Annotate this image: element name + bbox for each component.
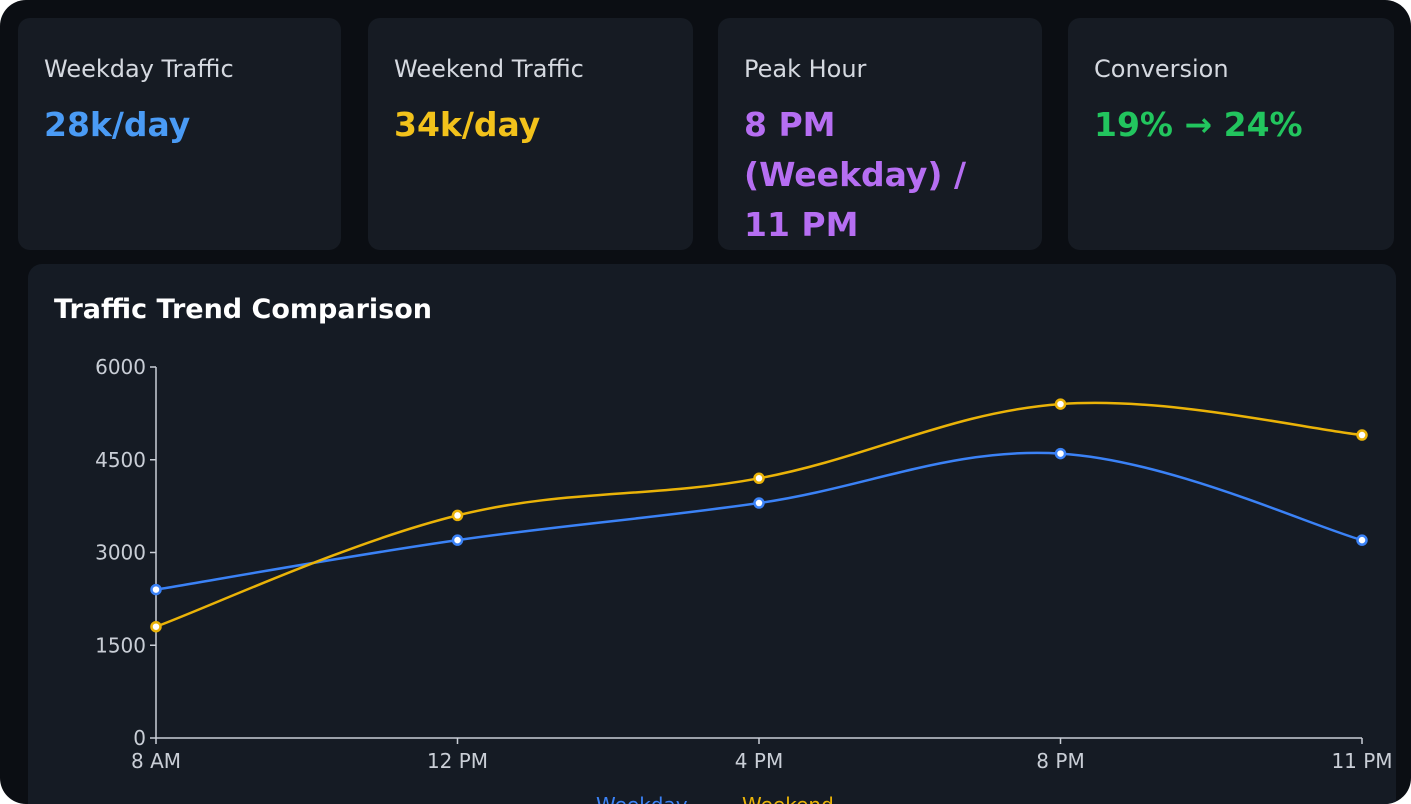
y-tick-label: 6000 (95, 355, 146, 379)
stat-label: Weekday Traffic (44, 55, 234, 83)
stat-card-conversion: Conversion 19% → 24% (1068, 18, 1394, 250)
data-point (753, 472, 765, 485)
stat-value: 19% → 24% (1094, 105, 1303, 144)
y-tick-label: 3000 (95, 541, 146, 565)
y-tick-label: 1500 (95, 633, 146, 657)
line-chart: 0 1500 3000 4500 6000 8 AM 12 PM 4 PM 8 PM 11 PM W… (95, 355, 1392, 804)
stat-card-weekday: Weekday Traffic 28k/day (18, 18, 341, 250)
stat-label: Peak Hour (744, 55, 867, 83)
chart-panel: Traffic Trend Comparison 0 1500 3000 4500 60… (28, 264, 1396, 804)
x-tick-label: 12 PM (427, 749, 488, 773)
x-tick-label: 11 PM (1331, 749, 1392, 773)
x-tick-label: 8 PM (1036, 749, 1084, 773)
y-tick-label: 0 (133, 726, 146, 750)
chart-title: Traffic Trend Comparison (54, 294, 432, 325)
data-point (1054, 398, 1067, 410)
stat-value: 28k/day (44, 105, 191, 144)
data-point (150, 620, 162, 633)
legend-label-weekday: Weekday (596, 793, 688, 804)
data-point (1054, 447, 1067, 460)
legend-label-weekend: Weekend (742, 793, 834, 804)
y-tick-label: 4500 (95, 448, 146, 472)
x-tick-label: 4 PM (735, 749, 783, 773)
data-point (753, 497, 765, 509)
stat-card-weekend: Weekend Traffic 34k/day (368, 18, 693, 250)
stat-value: 8 PM (Weekday) / 11 PM (744, 105, 967, 244)
data-point (150, 583, 162, 596)
stat-label: Conversion (1094, 55, 1229, 83)
data-point (451, 534, 464, 546)
data-point (451, 509, 464, 522)
data-point (1356, 534, 1368, 546)
stat-value: 34k/day (394, 105, 541, 144)
stat-label: Weekend Traffic (394, 55, 584, 83)
series-line-weekend (155, 401, 1363, 628)
data-point (1356, 429, 1368, 441)
stat-card-peak-hour: Peak Hour 8 PM (Weekday) / 11 PM (718, 18, 1042, 250)
x-tick-label: 8 AM (131, 749, 181, 773)
